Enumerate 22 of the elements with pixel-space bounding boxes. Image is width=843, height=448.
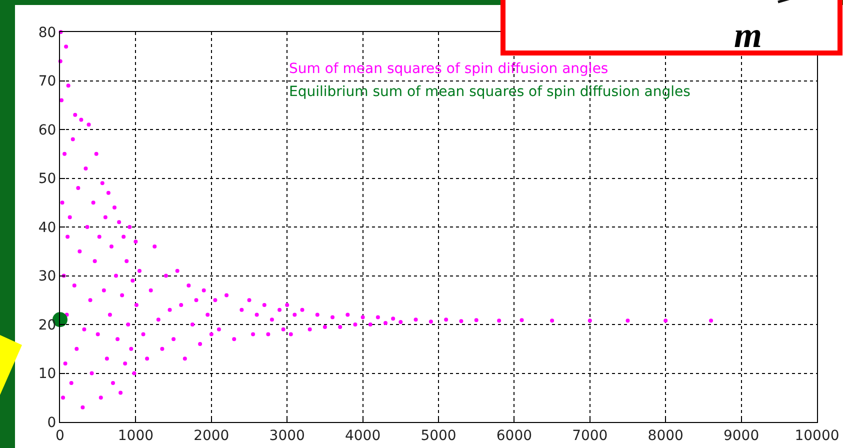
x-tick-label: 5000 — [420, 428, 456, 444]
y-tick-label: 40 — [38, 220, 56, 236]
text: Equilibrium sum of mean squares of spin diffusion angles — [289, 84, 690, 100]
x-tick-label: 8000 — [648, 428, 684, 444]
x-tick-label: 1000 — [118, 428, 154, 444]
x-tick-label: 10000 — [794, 428, 840, 444]
y-tick-label: 0 — [47, 414, 56, 431]
x-tick-label: 9000 — [723, 428, 760, 444]
y-tick-label: 70 — [38, 74, 56, 90]
y-tick-label: 30 — [38, 268, 56, 285]
text: Sum of mean squares of spin diffusion angles — [289, 61, 608, 77]
x-tick-label: 4000 — [344, 428, 381, 444]
x-tick-label: 6000 — [496, 428, 532, 444]
y-tick-label: 10 — [38, 366, 56, 382]
y-tick-label: 80 — [38, 24, 56, 41]
y-tick-label: 20 — [38, 317, 56, 334]
annotation: m — [734, 15, 762, 55]
y-tick-label: 60 — [38, 122, 56, 138]
x-tick-label: 3000 — [269, 428, 305, 444]
x-tick-label: 2000 — [194, 428, 230, 444]
x-tick-label: 7000 — [572, 428, 608, 444]
y-tick-label: 50 — [38, 171, 56, 188]
